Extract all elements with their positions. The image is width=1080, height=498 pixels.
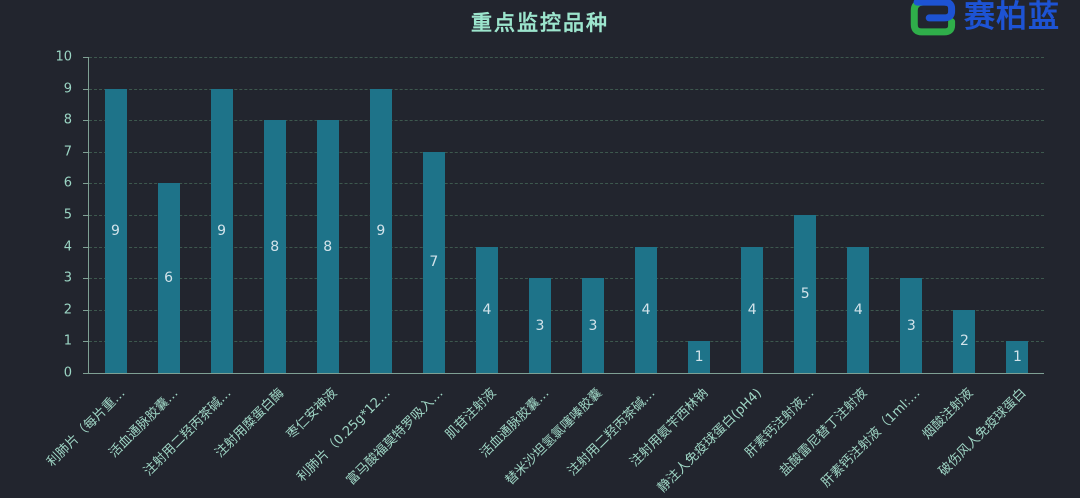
- bar-chart-plot-area: 9 6 9 8 8 9 7 4 3 3 4 1 4 5 4 3 2 1: [83, 57, 1044, 374]
- brand-name-text: 赛柏蓝: [964, 0, 1060, 35]
- y-tick-mark: [83, 88, 88, 90]
- bar-18[interactable]: 1: [1006, 341, 1029, 373]
- bar-11[interactable]: 4: [635, 246, 658, 373]
- bar-value-label: 4: [747, 301, 757, 318]
- bar-value-label: 7: [429, 254, 439, 271]
- bar-13[interactable]: 4: [741, 246, 764, 373]
- bar-value-label: 3: [535, 317, 545, 334]
- bar-14[interactable]: 5: [794, 215, 817, 373]
- y-tick-mark: [83, 215, 88, 216]
- y-axis-tick-label: 0: [63, 365, 72, 381]
- bar-3[interactable]: 9: [210, 88, 233, 373]
- y-axis-tick-label: 9: [63, 81, 72, 97]
- gridline: [89, 120, 1044, 122]
- gridline: [89, 309, 1044, 311]
- bar-value-label: 9: [217, 222, 227, 239]
- y-tick-mark: [83, 278, 88, 280]
- bar-12[interactable]: 1: [688, 341, 711, 373]
- bar-1[interactable]: 9: [104, 88, 127, 373]
- bar-value-label: 1: [1013, 349, 1022, 366]
- bar-value-label: 4: [853, 301, 863, 318]
- y-axis-tick-label: 2: [63, 302, 72, 318]
- gridline: [89, 341, 1044, 343]
- bar-7[interactable]: 7: [422, 151, 445, 373]
- y-axis-tick-label: 4: [63, 239, 72, 255]
- x-axis-category-label: 替米沙坦氢氯噻嗪胶囊: [502, 385, 606, 489]
- bar-value-label: 3: [906, 317, 916, 334]
- y-tick-mark: [83, 57, 88, 58]
- bar-6[interactable]: 9: [369, 88, 392, 373]
- gridline: [89, 246, 1044, 248]
- x-axis-category-label: 肝素钙注射液（1ml:…: [819, 385, 924, 491]
- bar-17[interactable]: 2: [953, 309, 976, 373]
- brand-logo: 赛柏蓝: [904, 0, 1060, 43]
- y-tick-mark: [83, 183, 88, 185]
- gridline: [89, 151, 1044, 153]
- bar-2[interactable]: 6: [157, 183, 180, 373]
- bar-4[interactable]: 8: [263, 120, 286, 373]
- y-tick-mark: [83, 151, 88, 153]
- y-axis-tick-label: 8: [63, 112, 72, 128]
- y-tick-mark: [83, 120, 88, 122]
- gridline: [89, 278, 1044, 280]
- y-axis-tick-label: 7: [63, 144, 72, 160]
- bar-8[interactable]: 4: [475, 246, 498, 373]
- y-axis: 0 1 2 3 4 5 6 7 8 9 10: [0, 50, 82, 381]
- bar-value-label: 6: [164, 270, 174, 287]
- bar-value-label: 9: [376, 222, 386, 239]
- bar-15[interactable]: 4: [847, 246, 870, 373]
- chart-title: 重点监控品种: [471, 11, 609, 35]
- bar-value-label: 2: [959, 333, 969, 350]
- bar-value-label: 8: [270, 238, 280, 255]
- y-tick-mark: [83, 309, 88, 311]
- bar-value-label: 8: [323, 238, 333, 255]
- y-axis-tick-label: 3: [63, 270, 72, 286]
- bar-value-label: 5: [800, 286, 810, 302]
- gridline: [89, 183, 1044, 185]
- bar-10[interactable]: 3: [582, 278, 605, 373]
- y-tick-mark: [83, 341, 88, 343]
- y-axis-tick-label: 6: [63, 175, 72, 191]
- gridline: [89, 57, 1044, 58]
- bar-value-label: 4: [482, 301, 492, 318]
- y-tick-mark: [83, 246, 88, 248]
- x-axis-category-label: 富马酸福莫特罗吸入…: [343, 385, 447, 489]
- bar-value-label: 3: [588, 317, 598, 334]
- y-tick-mark: [83, 373, 88, 374]
- bar-value-label: 9: [111, 222, 120, 239]
- saibailan-s-logo-icon: [904, 0, 960, 43]
- gridline: [89, 215, 1044, 216]
- x-axis-category-label: 利肺片（0.25g*12…: [294, 385, 394, 486]
- gridline: [89, 88, 1044, 90]
- y-axis-tick-label: 10: [55, 49, 72, 65]
- bar-5[interactable]: 8: [316, 120, 339, 373]
- bar-value-label: 1: [694, 349, 704, 366]
- bar-9[interactable]: 3: [528, 278, 551, 373]
- bar-value-label: 4: [641, 301, 651, 318]
- x-axis: 利肺片（每片重… 活血通脉胶囊… 注射用二羟丙茶碱… 注射用糜蛋白酶 枣仁安神液 利肺片（…: [44, 383, 1043, 498]
- bar-16[interactable]: 3: [900, 278, 923, 373]
- y-axis-tick-label: 1: [63, 333, 72, 349]
- y-axis-tick-label: 5: [63, 207, 72, 223]
